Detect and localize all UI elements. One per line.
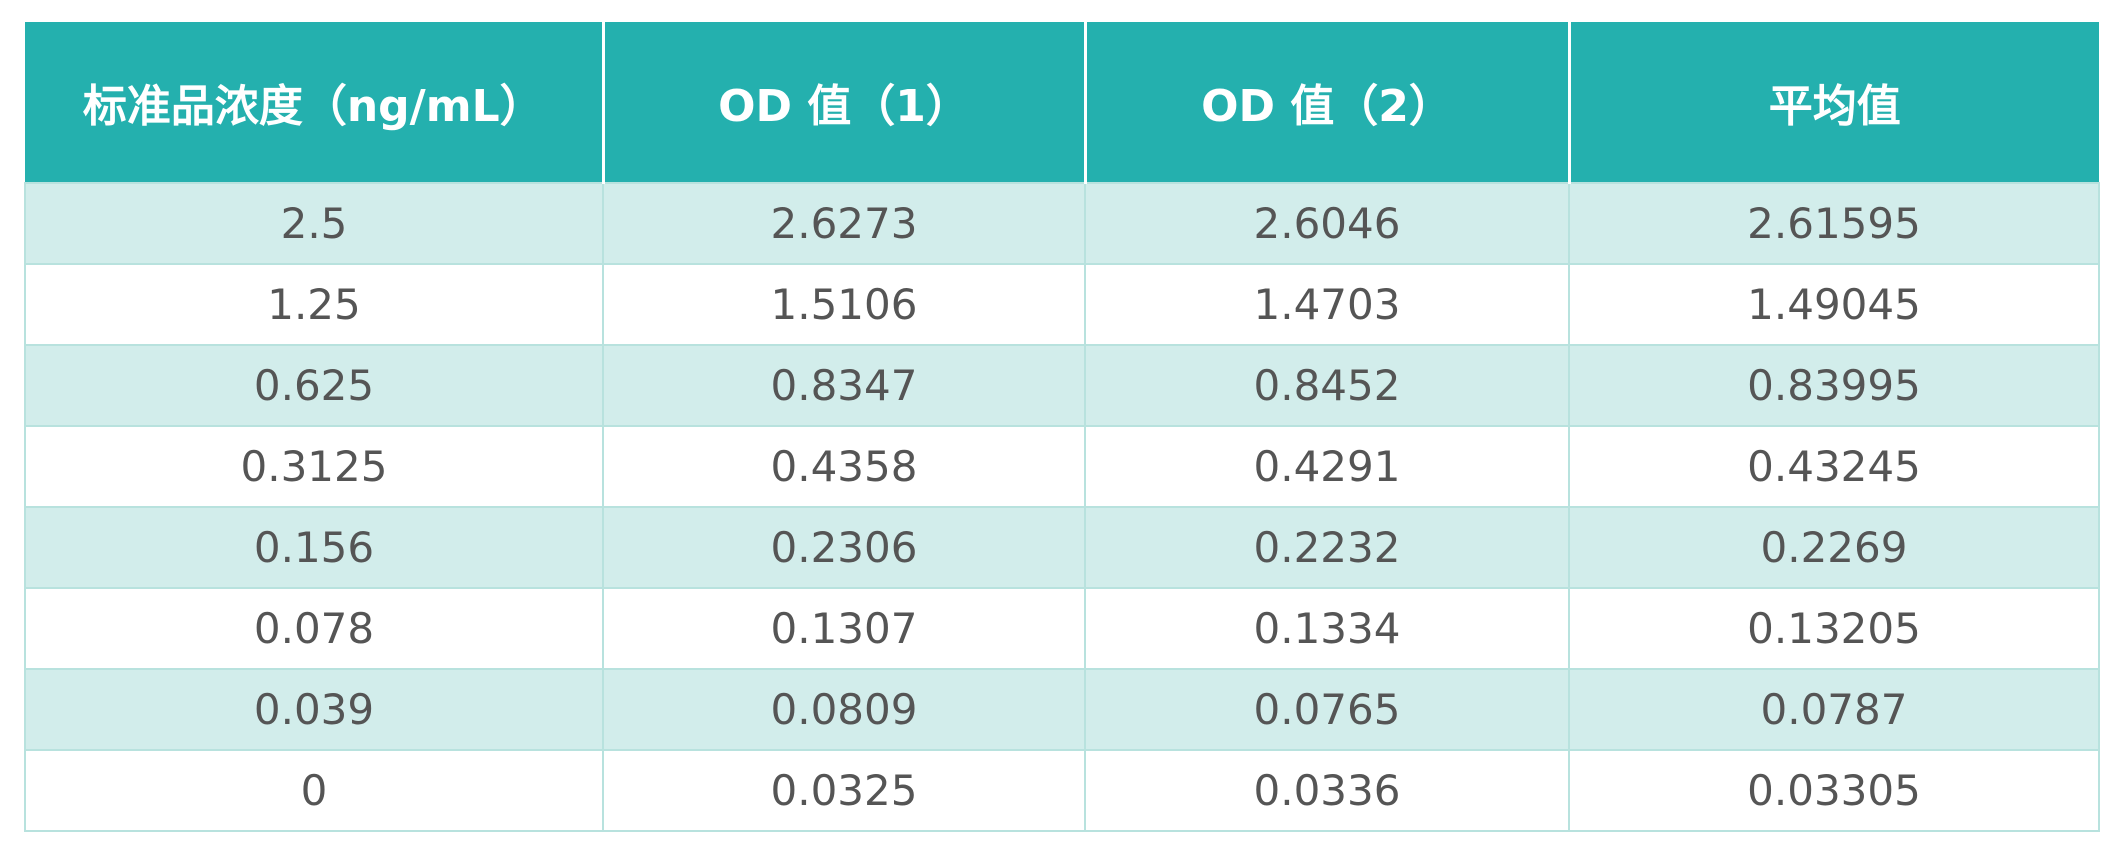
cell-od-1: 0.0809 xyxy=(602,668,1086,751)
table-row: 0 0.0325 0.0336 0.03305 xyxy=(24,749,2100,832)
table-body: 2.5 2.6273 2.6046 2.61595 1.25 1.5106 1.… xyxy=(24,182,2100,832)
table-row: 0.3125 0.4358 0.4291 0.43245 xyxy=(24,425,2100,508)
cell-concentration: 0.078 xyxy=(24,587,604,670)
cell-od-1: 0.2306 xyxy=(602,506,1086,589)
cell-concentration: 0.039 xyxy=(24,668,604,751)
table-row: 0.039 0.0809 0.0765 0.0787 xyxy=(24,668,2100,751)
cell-od-2: 2.6046 xyxy=(1084,182,1570,265)
cell-average: 0.43245 xyxy=(1568,425,2100,508)
cell-concentration: 0.625 xyxy=(24,344,604,427)
cell-concentration: 1.25 xyxy=(24,263,604,346)
cell-od-1: 0.1307 xyxy=(602,587,1086,670)
cell-od-2: 0.4291 xyxy=(1084,425,1570,508)
header-concentration: 标准品浓度（ng/mL） xyxy=(25,22,605,183)
data-table-container: 标准品浓度（ng/mL） OD 值（1） OD 值（2） 平均值 2.5 2.6… xyxy=(24,22,2100,832)
cell-average: 0.0787 xyxy=(1568,668,2100,751)
cell-concentration: 0.3125 xyxy=(24,425,604,508)
cell-concentration: 2.5 xyxy=(24,182,604,265)
cell-od-1: 0.8347 xyxy=(602,344,1086,427)
cell-od-1: 2.6273 xyxy=(602,182,1086,265)
cell-od-1: 0.4358 xyxy=(602,425,1086,508)
cell-od-2: 0.1334 xyxy=(1084,587,1570,670)
cell-concentration: 0.156 xyxy=(24,506,604,589)
header-od-value-1: OD 值（1） xyxy=(601,22,1087,183)
cell-od-2: 1.4703 xyxy=(1084,263,1570,346)
header-row: 标准品浓度（ng/mL） OD 值（1） OD 值（2） 平均值 xyxy=(25,22,2099,183)
cell-average: 0.2269 xyxy=(1568,506,2100,589)
table-header: 标准品浓度（ng/mL） OD 值（1） OD 值（2） 平均值 xyxy=(25,22,2099,183)
table-row: 1.25 1.5106 1.4703 1.49045 xyxy=(24,263,2100,346)
cell-average: 0.03305 xyxy=(1568,749,2100,832)
cell-od-2: 0.2232 xyxy=(1084,506,1570,589)
cell-od-1: 1.5106 xyxy=(602,263,1086,346)
header-average: 平均值 xyxy=(1567,22,2099,183)
cell-average: 2.61595 xyxy=(1568,182,2100,265)
table-row: 2.5 2.6273 2.6046 2.61595 xyxy=(24,182,2100,265)
header-od-value-2: OD 值（2） xyxy=(1083,22,1571,183)
table-row: 0.625 0.8347 0.8452 0.83995 xyxy=(24,344,2100,427)
cell-average: 1.49045 xyxy=(1568,263,2100,346)
cell-average: 0.83995 xyxy=(1568,344,2100,427)
table-row: 0.078 0.1307 0.1334 0.13205 xyxy=(24,587,2100,670)
cell-od-2: 0.0336 xyxy=(1084,749,1570,832)
cell-od-1: 0.0325 xyxy=(602,749,1086,832)
cell-od-2: 0.8452 xyxy=(1084,344,1570,427)
od-standard-table: 标准品浓度（ng/mL） OD 值（1） OD 值（2） 平均值 2.5 2.6… xyxy=(24,22,2100,832)
cell-average: 0.13205 xyxy=(1568,587,2100,670)
cell-concentration: 0 xyxy=(24,749,604,832)
cell-od-2: 0.0765 xyxy=(1084,668,1570,751)
table-row: 0.156 0.2306 0.2232 0.2269 xyxy=(24,506,2100,589)
